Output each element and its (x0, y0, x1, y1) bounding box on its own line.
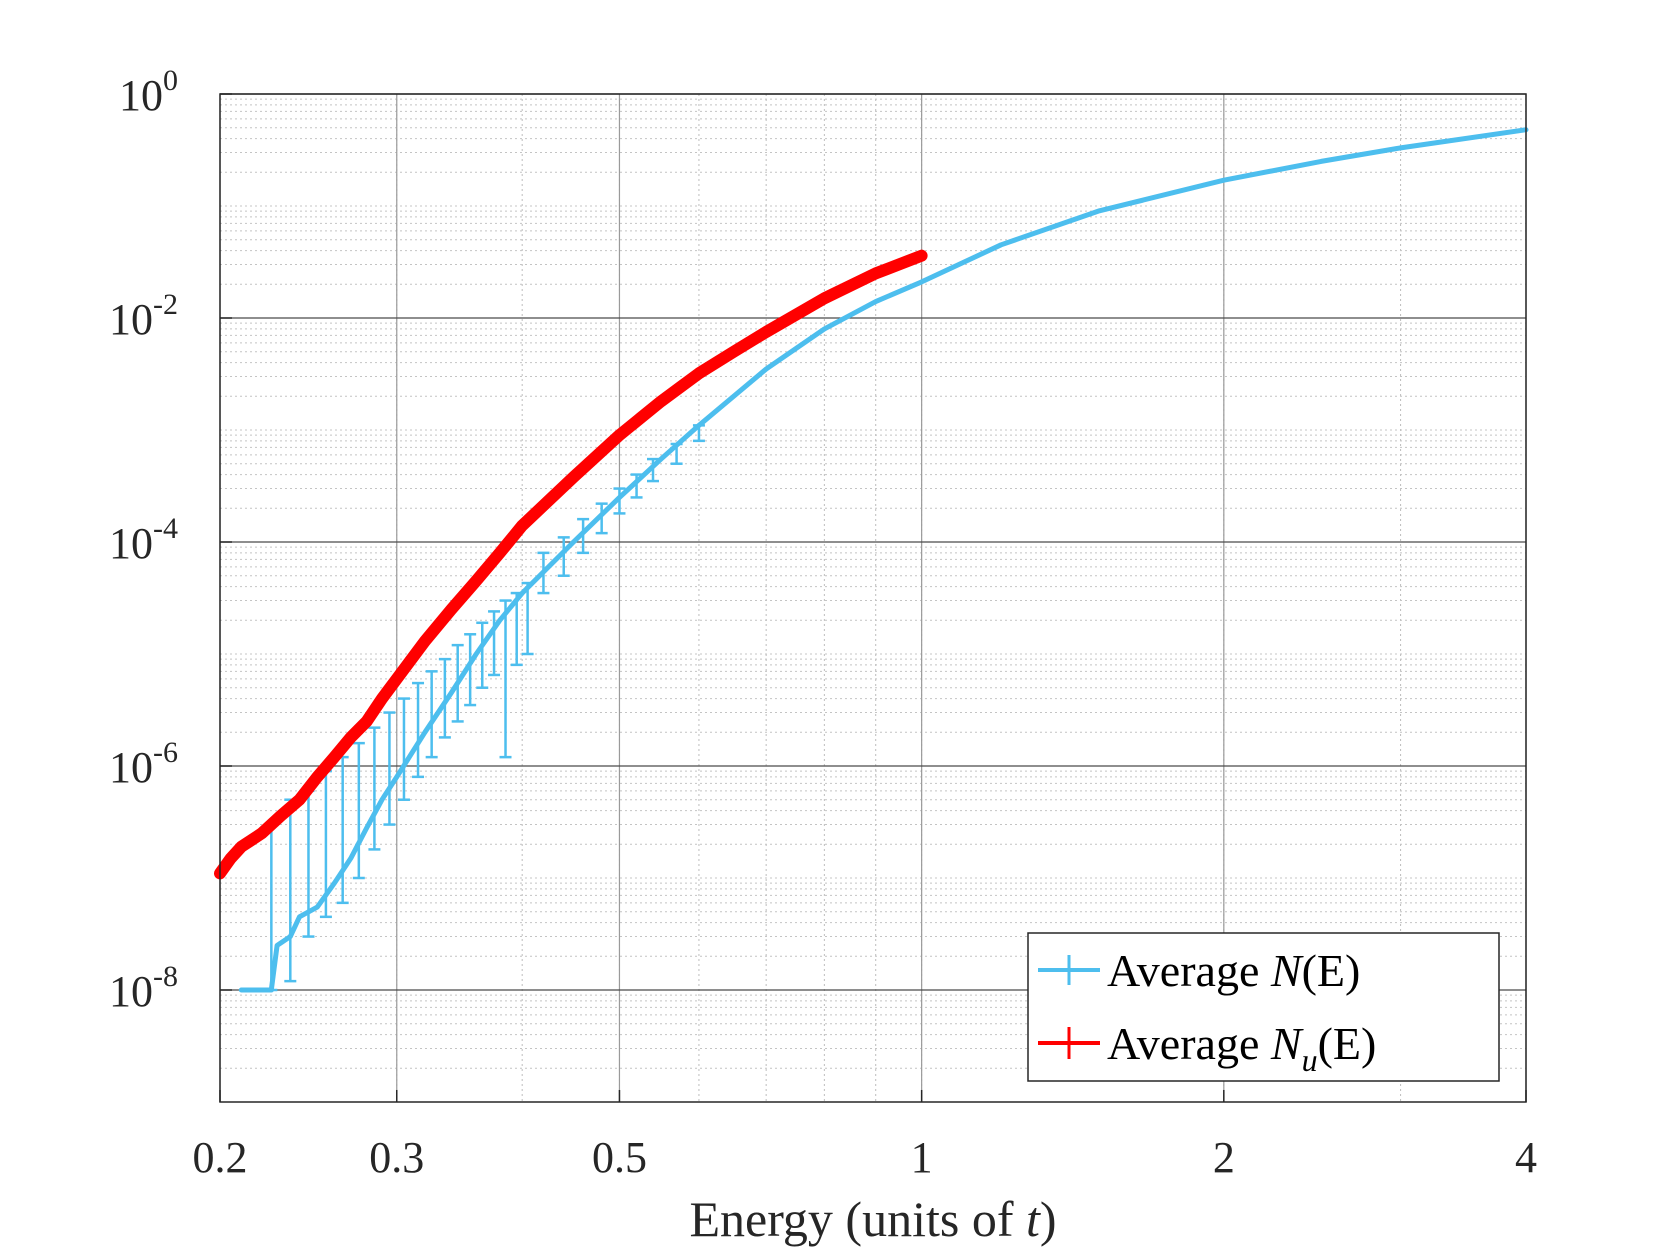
x-tick-label: 0.5 (592, 1133, 647, 1182)
data-point (1398, 145, 1403, 150)
y-tick-label: 10-2 (109, 288, 178, 344)
x-tick-label: 1 (911, 1133, 933, 1182)
data-point (919, 279, 924, 284)
data-point (764, 367, 769, 372)
data-point (571, 540, 576, 544)
data-point (614, 430, 625, 441)
data-point (275, 943, 280, 948)
data-point (236, 841, 247, 852)
x-ticks: 0.2 0.3 0.5 1 2 4 (193, 1090, 1537, 1182)
data-point (497, 618, 502, 623)
legend-label-nu: Average Nu(E) (1107, 1018, 1376, 1078)
data-point (474, 652, 479, 656)
data-point (345, 732, 356, 743)
data-point (819, 293, 830, 304)
data-point (494, 547, 505, 558)
legend-box (1027, 932, 1500, 1082)
series-layer (214, 127, 1529, 993)
data-point (1319, 159, 1324, 164)
data-point (728, 346, 739, 357)
data-point (256, 828, 267, 839)
y-tick-label: 10-4 (109, 512, 178, 568)
data-point (312, 771, 323, 782)
series-n (238, 127, 1529, 993)
data-point (294, 794, 305, 805)
x-axis-title-var: t (1026, 1191, 1041, 1247)
x-axis-title-main: Energy (units of (689, 1191, 1026, 1247)
y-tick-label: 10-6 (109, 736, 178, 792)
data-point (419, 636, 430, 647)
series-nu (214, 249, 928, 880)
data-point (761, 327, 772, 337)
data-point (391, 673, 402, 684)
x-axis-title-close: ) (1040, 1191, 1057, 1247)
data-point (916, 250, 927, 261)
data-point (471, 575, 482, 586)
plot-frame (219, 93, 1527, 1103)
data-point (332, 881, 337, 886)
y-tick-label: 100 (119, 64, 178, 120)
data-point (269, 988, 274, 992)
data-point (422, 730, 427, 735)
data-point (870, 268, 881, 279)
x-tick-label: 4 (1515, 1133, 1537, 1182)
data-point (693, 368, 704, 379)
data-point (656, 396, 666, 407)
data-point (275, 810, 286, 821)
data-point (1221, 178, 1226, 183)
data-point (696, 423, 701, 428)
legend: Average N(E) Average Nu(E) (1027, 932, 1500, 1082)
legend-entry-nu: Average Nu(E) (1038, 1018, 1376, 1078)
data-point (617, 495, 622, 500)
x-axis-title: Energy (units of t) (689, 1191, 1056, 1247)
legend-label-n: Average N(E) (1107, 945, 1360, 996)
y-tick-label: 10-8 (109, 960, 178, 1016)
data-point (364, 825, 369, 830)
data-point (225, 853, 236, 864)
data-point (239, 988, 244, 992)
data-point (377, 693, 387, 704)
data-point (348, 856, 353, 861)
data-point (394, 774, 399, 779)
data-point (297, 914, 302, 919)
x-tick-label: 0.2 (193, 1133, 248, 1182)
series-line (238, 127, 1529, 993)
data-point (329, 752, 340, 763)
data-point (659, 457, 663, 462)
data-point (517, 520, 528, 531)
data-point (822, 326, 827, 331)
data-point (446, 604, 457, 615)
data-point (288, 934, 293, 939)
data-point (1096, 209, 1101, 214)
data-point (380, 797, 384, 802)
x-tick-label: 2 (1213, 1133, 1235, 1182)
x-tick-label: 0.3 (369, 1133, 424, 1182)
data-point (315, 905, 320, 910)
y-ticks: 100 10-2 10-4 10-6 10-8 (109, 64, 232, 1016)
data-point (361, 716, 372, 727)
data-point (520, 591, 525, 596)
data-point (568, 472, 579, 483)
data-point (999, 242, 1004, 247)
data-point (873, 299, 878, 304)
legend-entry-n: Average N(E) (1038, 945, 1360, 996)
data-point (449, 690, 454, 695)
